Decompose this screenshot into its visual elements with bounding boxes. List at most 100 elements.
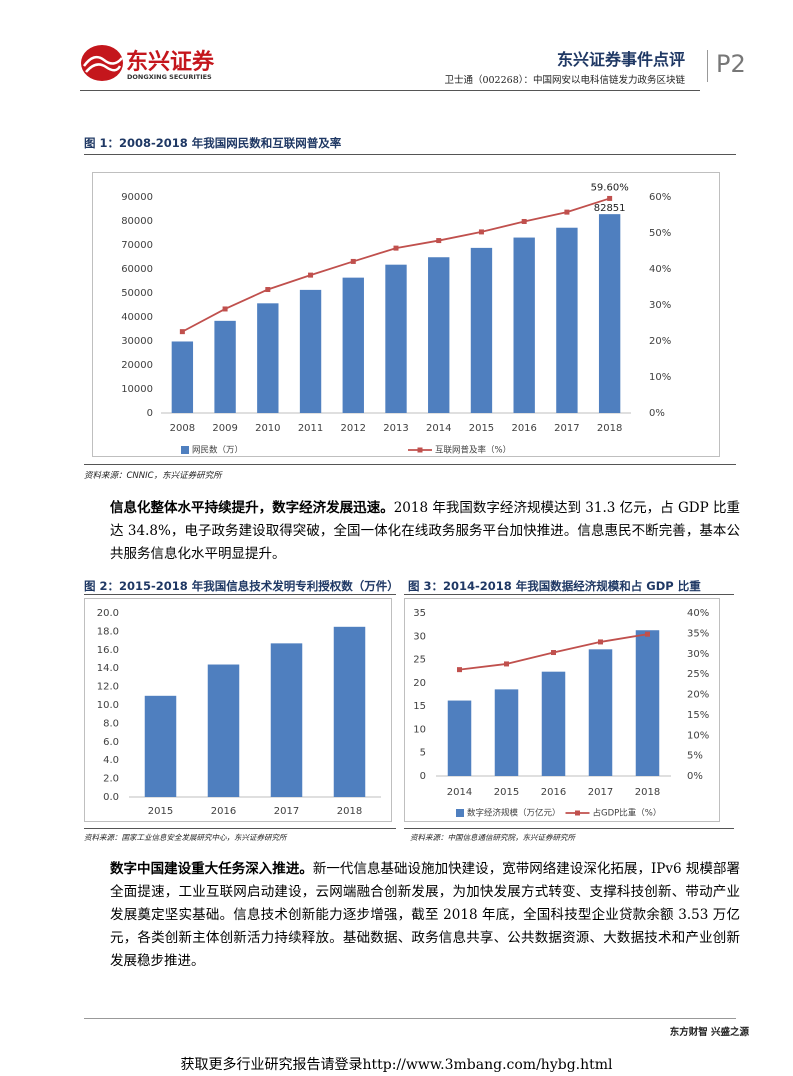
y-tick-label: 10000	[121, 384, 153, 395]
y-tick-label: 90000	[121, 192, 153, 203]
y-tick-label: 30	[413, 631, 426, 642]
figure-source: 资料来源：CNNIC，东兴证券研究所	[84, 471, 222, 481]
y-tick-label: 2.0	[103, 774, 119, 785]
y2-tick-label: 5%	[687, 751, 703, 762]
bar	[385, 264, 407, 413]
marker	[598, 639, 603, 645]
y-tick-label: 0	[147, 408, 153, 419]
marker	[645, 631, 650, 637]
figure-rule	[404, 594, 734, 595]
y-tick-label: 20000	[121, 360, 153, 371]
y2-tick-label: 15%	[687, 710, 709, 721]
marker	[308, 272, 314, 278]
legend-label: 占GDP比重（%）	[593, 808, 662, 819]
bar	[214, 320, 236, 413]
y-tick-label: 10	[413, 724, 426, 735]
paragraph-text: 新一代信息基础设施加快建设，宽带网络建设深化拓展，IPv6 规模部署全面提速，工…	[110, 861, 740, 969]
y-tick-label: 16.0	[97, 645, 119, 656]
header-rule	[80, 90, 700, 91]
paragraph-text: 2018 年我国数字经济规模达到 31.3 亿元，占 GDP 比重达 34.8%…	[110, 500, 740, 562]
y-tick-label: 60000	[121, 264, 153, 275]
paragraph-lead: 信息化整体水平持续提升，数字经济发展迅速。	[110, 500, 394, 516]
x-tick-label: 2016	[211, 806, 236, 817]
footer-motto: 东方财智 兴盛之源	[669, 1027, 749, 1038]
bar	[333, 626, 366, 797]
y-tick-label: 70000	[121, 240, 153, 251]
chart-frame: 0 10000 20000 30000 40000 50000 60000 70000 8000…	[92, 172, 720, 457]
y2-tick-label: 40%	[649, 264, 671, 275]
data-label: 82851	[594, 203, 626, 214]
legend-swatch	[417, 447, 423, 453]
x-tick-label: 2015	[148, 806, 173, 817]
marker	[504, 661, 509, 667]
figure-title: 图 3：2014-2018 年我国数据经济规模和占 GDP 比重	[408, 579, 701, 593]
footer-rule	[84, 1018, 736, 1019]
marker	[350, 258, 356, 264]
source-rule	[404, 828, 734, 829]
y-tick-label: 10.0	[97, 700, 119, 711]
x-tick-label: 2017	[274, 806, 299, 817]
chart-frame: 0.0 2.0 4.0 6.0 8.0 10.0 12.0 14.0 16.0 18.0 20.0 2…	[84, 598, 392, 822]
y2-tick-label: 0%	[649, 408, 665, 419]
report-subtitle: 卫士通（002268）：中国网安以电科信链发力政务区块链	[444, 75, 685, 86]
chart: 0 5 10 15 20 25 30 35 0% 5% 10% 15% 20% 25% 30% 35% 40% 2…	[413, 608, 709, 819]
bar	[257, 303, 279, 413]
marker	[179, 329, 185, 335]
y-tick-label: 6.0	[103, 737, 119, 748]
chart: 0.0 2.0 4.0 6.0 8.0 10.0 12.0 14.0 16.0 18.0 20.0 2…	[97, 608, 381, 817]
chart-frame: 0 5 10 15 20 25 30 35 0% 5% 10% 15% 20% 25% 30% 35% 40% 2…	[404, 598, 720, 822]
y-tick-label: 35	[413, 608, 426, 619]
y-tick-label: 20	[413, 678, 426, 689]
y-tick-label: 80000	[121, 216, 153, 227]
source-rule	[84, 464, 736, 465]
y-tick-label: 30000	[121, 336, 153, 347]
y-tick-label: 12.0	[97, 682, 119, 693]
y2-tick-label: 0%	[687, 771, 703, 782]
y-tick-label: 25	[413, 655, 426, 666]
logo-en: DONGXING SECURITIES	[127, 73, 212, 81]
x-tick-label: 2014	[426, 423, 451, 434]
legend-swatch	[575, 810, 580, 816]
marker	[436, 238, 442, 244]
y2-tick-label: 35%	[687, 628, 709, 639]
x-tick-label: 2010	[255, 423, 280, 434]
x-tick-label: 2018	[597, 423, 622, 434]
y-tick-label: 0.0	[103, 792, 119, 803]
chart: 0 10000 20000 30000 40000 50000 60000 70000 8000…	[121, 182, 671, 456]
bar	[494, 689, 519, 776]
marker	[457, 667, 462, 673]
y-tick-label: 20.0	[97, 608, 119, 619]
source-rule	[84, 828, 396, 829]
y2-tick-label: 10%	[649, 372, 671, 383]
x-tick-label: 2018	[635, 787, 660, 798]
bar	[144, 695, 177, 797]
figure-title: 图 2：2015-2018 年我国信息技术发明专利授权数（万件）	[84, 579, 399, 593]
paragraph: 数字中国建设重大任务深入推进。新一代信息基础设施加快建设，宽带网络建设深化拓展，…	[110, 858, 740, 973]
y2-tick-label: 40%	[687, 608, 709, 619]
divider	[707, 50, 708, 82]
bar	[556, 227, 578, 413]
bar	[541, 671, 566, 776]
data-label: 59.60%	[591, 182, 629, 193]
report-type: 东兴证券事件点评	[556, 50, 685, 69]
y2-tick-label: 20%	[687, 690, 709, 701]
bar	[470, 247, 493, 413]
footer-promo: 获取更多行业研究报告请登录http://www.3mbang.com/hybg.…	[180, 1057, 613, 1073]
marker	[222, 306, 228, 312]
marker	[607, 195, 613, 201]
bar	[171, 341, 194, 413]
bar	[270, 643, 303, 797]
bar	[207, 664, 240, 797]
marker	[393, 245, 399, 251]
x-tick-label: 2009	[212, 423, 237, 434]
figure-source: 资料来源：国家工业信息安全发展研究中心，东兴证券研究所	[84, 833, 287, 842]
figure-rule	[84, 154, 736, 155]
paragraph: 信息化整体水平持续提升，数字经济发展迅速。2018 年我国数字经济规模达到 31…	[110, 497, 740, 566]
bar	[513, 237, 535, 413]
marker	[265, 287, 271, 293]
y-tick-label: 5	[420, 748, 426, 759]
x-tick-label: 2014	[447, 787, 472, 798]
bar	[598, 214, 621, 413]
bar	[588, 649, 613, 776]
legend-label: 互联网普及率（%）	[435, 445, 511, 456]
